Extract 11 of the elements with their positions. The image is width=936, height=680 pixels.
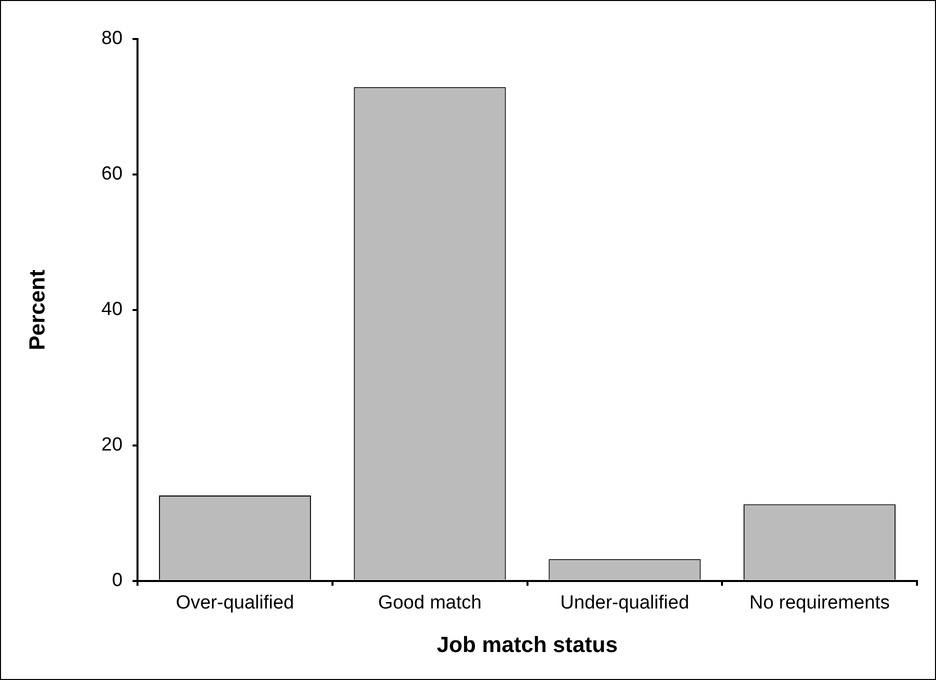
x-axis-title: Job match status (436, 632, 618, 657)
x-tick-label: Good match (378, 592, 482, 614)
x-tick-label: Under-qualified (560, 592, 690, 614)
y-axis-title: Percent (24, 268, 50, 350)
x-tick-label: No requirements (749, 592, 890, 614)
y-tick-label: 80 (101, 28, 123, 50)
x-tick-label: Over-qualified (176, 592, 294, 614)
y-tick-label: 40 (101, 299, 123, 320)
y-tick-label: 60 (101, 164, 123, 185)
y-tick-label: 20 (101, 434, 123, 456)
y-tick-label: 0 (112, 570, 123, 592)
